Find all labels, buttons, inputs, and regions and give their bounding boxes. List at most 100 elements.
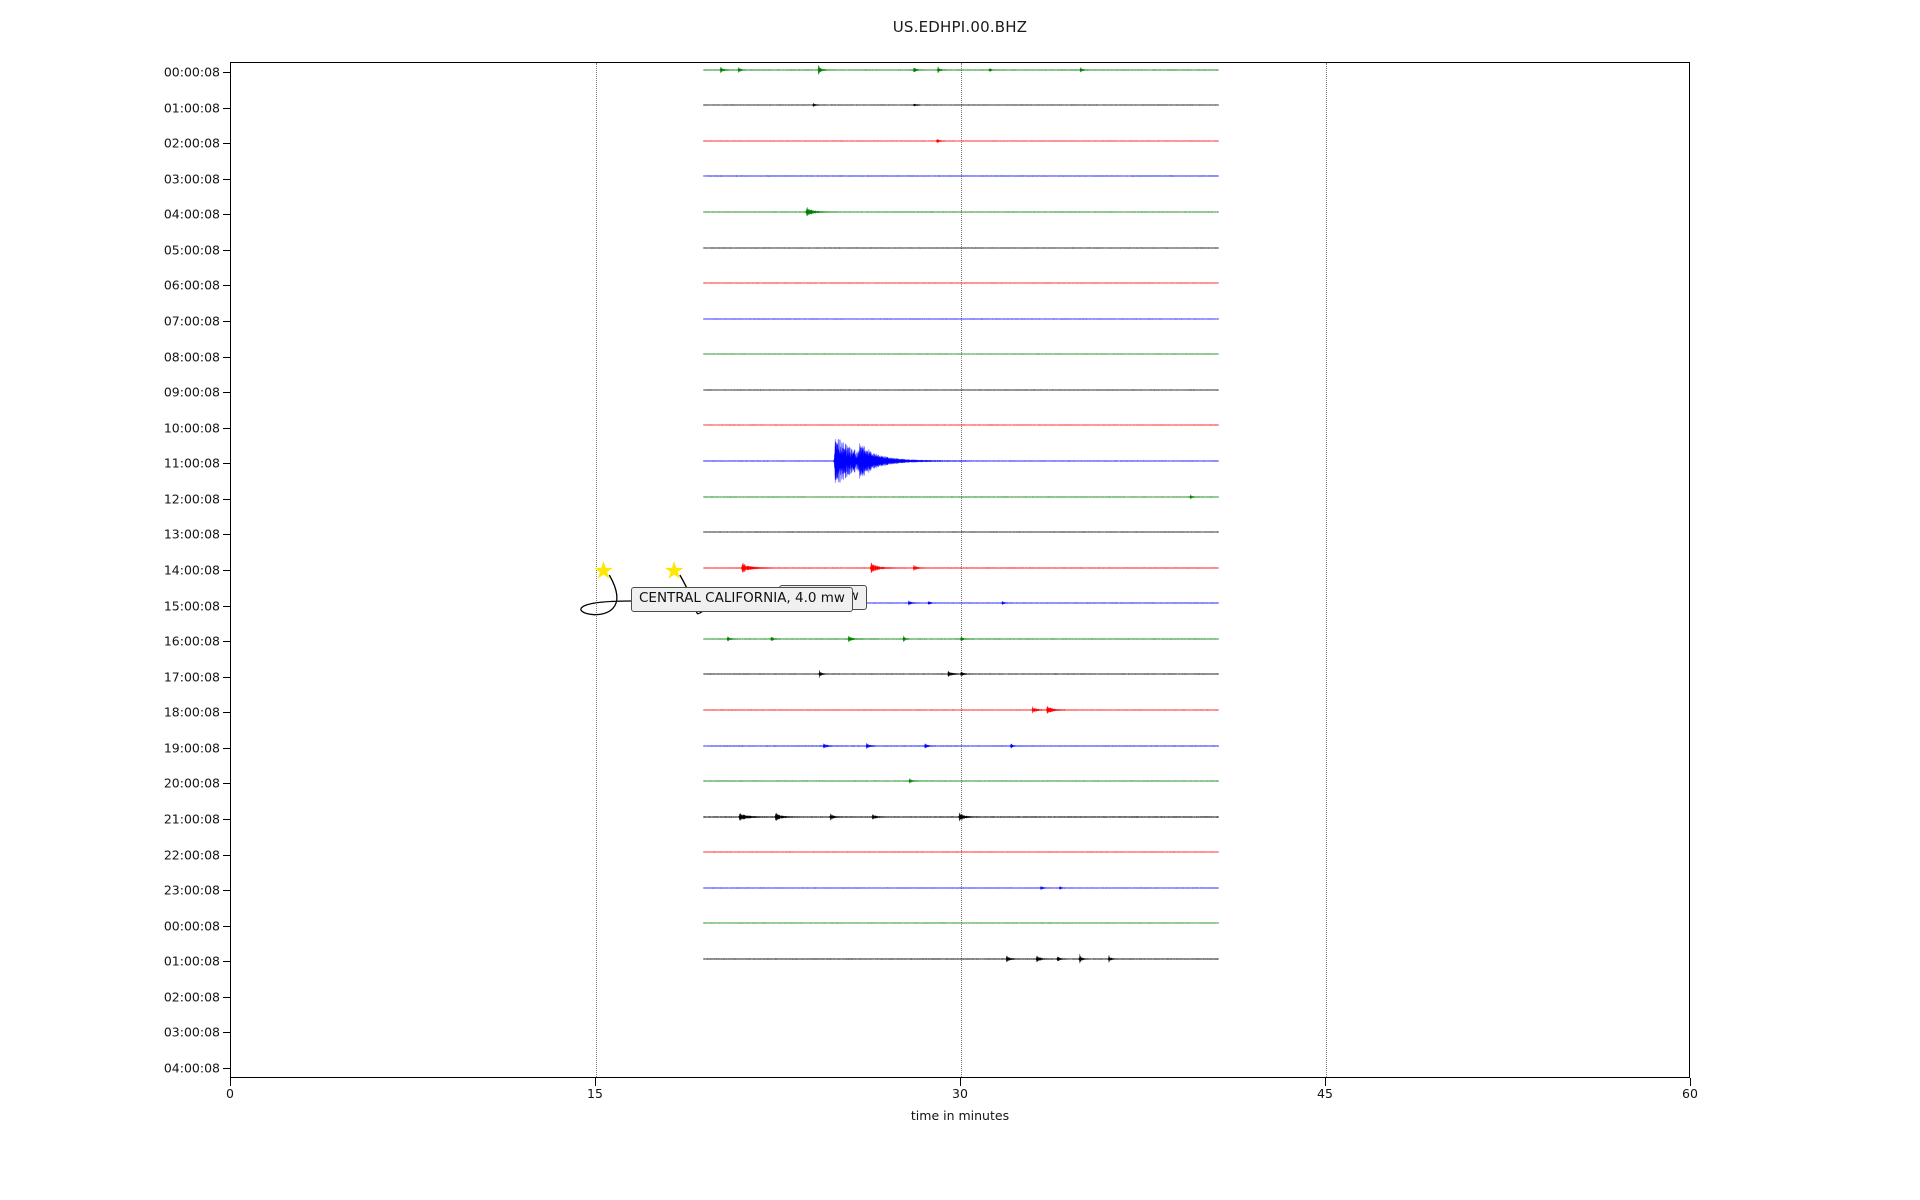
trace-row bbox=[231, 757, 1689, 1077]
y-axis-tick-mark bbox=[223, 676, 231, 678]
annotation-leader-line bbox=[580, 574, 632, 616]
y-axis-tick-label: 17:00:08 bbox=[163, 669, 220, 685]
y-axis-tick-label: 01:00:08 bbox=[163, 953, 220, 969]
y-axis-tick-label: 09:00:08 bbox=[163, 384, 220, 400]
trace-row bbox=[231, 63, 1689, 385]
x-axis-tick-mark bbox=[1325, 1078, 1326, 1086]
y-axis-tick-mark bbox=[223, 570, 231, 571]
y-axis-tick-mark bbox=[223, 463, 231, 465]
y-axis-tick-label: 02:00:08 bbox=[163, 135, 220, 151]
trace-row bbox=[231, 152, 1689, 492]
y-axis-tick-mark bbox=[223, 783, 231, 785]
y-axis-tick-mark bbox=[223, 285, 231, 287]
x-axis-tick-mark bbox=[960, 1078, 961, 1086]
y-axis-tick-label: 02:00:08 bbox=[163, 989, 220, 1005]
y-axis-tick-mark bbox=[223, 498, 231, 500]
trace-row bbox=[231, 365, 1689, 705]
y-axis-tick-mark bbox=[223, 143, 231, 145]
y-axis-tick-label: 20:00:08 bbox=[163, 775, 220, 791]
y-axis-tick-mark bbox=[223, 392, 231, 394]
y-axis-tick-mark bbox=[223, 854, 231, 856]
y-axis-tick-mark bbox=[223, 107, 231, 109]
y-axis-tick-label: 15:00:08 bbox=[163, 598, 220, 614]
x-axis-tick-label: 45 bbox=[1317, 1086, 1333, 1101]
x-axis-tick-label: 60 bbox=[1682, 1086, 1698, 1101]
y-axis-tick-label: 03:00:08 bbox=[163, 171, 220, 187]
y-axis-tick-label: 08:00:08 bbox=[163, 349, 220, 365]
y-axis-tick-label: 05:00:08 bbox=[163, 242, 220, 258]
trace-row bbox=[231, 437, 1689, 777]
y-axis-tick-mark bbox=[223, 712, 231, 714]
trace-row bbox=[231, 472, 1689, 812]
y-axis-tick-mark bbox=[223, 534, 231, 536]
x-axis-tick-label: 0 bbox=[226, 1086, 234, 1101]
y-axis-tick-label: 22:00:08 bbox=[163, 847, 220, 863]
y-axis-tick-label: 13:00:08 bbox=[163, 526, 220, 542]
trace-row bbox=[231, 508, 1689, 848]
plot-area: ★ ★ bbox=[231, 63, 1689, 1077]
y-axis-tick-label: 01:00:08 bbox=[163, 100, 220, 116]
y-axis-tick-label: 07:00:08 bbox=[163, 313, 220, 329]
y-axis-tick-mark bbox=[223, 321, 231, 322]
y-axis-tick-label: 19:00:08 bbox=[163, 740, 220, 756]
y-axis-tick-mark bbox=[223, 819, 231, 820]
y-axis-tick-mark bbox=[223, 1032, 231, 1034]
trace-row bbox=[231, 401, 1689, 741]
y-axis-tick-label: 23:00:08 bbox=[163, 882, 220, 898]
page-title: US.EDHPI.00.BHZ bbox=[892, 18, 1028, 36]
y-axis-tick-label: 12:00:08 bbox=[163, 491, 220, 507]
annotation-arrow-layer bbox=[580, 574, 780, 616]
y-axis-tick-mark bbox=[223, 605, 231, 607]
gridline-x-30 bbox=[961, 63, 962, 1077]
trace-row bbox=[231, 899, 1689, 1077]
y-axis-tick-mark bbox=[223, 72, 231, 73]
trace-row bbox=[231, 543, 1689, 883]
y-axis-tick-label: 18:00:08 bbox=[163, 704, 220, 720]
plot-axes: ★★ CENTRAL CALIFORNIA, 4.0 mwIA, 3.6 mw bbox=[230, 62, 1690, 1078]
trace-row bbox=[231, 650, 1689, 990]
y-axis-tick-label: 04:00:08 bbox=[163, 1060, 220, 1076]
trace-row bbox=[231, 116, 1689, 456]
y-axis-tick-mark bbox=[223, 178, 231, 180]
y-axis-tick-label: 14:00:08 bbox=[163, 562, 220, 578]
trace-row bbox=[231, 81, 1689, 421]
y-axis-tick-mark bbox=[223, 427, 231, 429]
y-axis-tick-mark bbox=[223, 356, 231, 358]
trace-row bbox=[231, 828, 1689, 1077]
trace-row bbox=[231, 188, 1689, 528]
y-axis-tick-label: 00:00:08 bbox=[163, 64, 220, 80]
x-axis-tick-mark bbox=[595, 1078, 596, 1086]
y-axis-tick-mark bbox=[223, 1068, 231, 1069]
y-axis-tick-label: 11:00:08 bbox=[163, 455, 220, 471]
y-axis-tick-mark bbox=[223, 641, 231, 643]
y-axis-tick-mark bbox=[223, 249, 231, 251]
y-axis-tick-mark bbox=[223, 890, 231, 892]
gridline-x-45 bbox=[1326, 63, 1327, 1077]
y-axis-tick-mark bbox=[223, 961, 231, 963]
y-axis-tick-mark bbox=[223, 214, 231, 216]
x-axis-tick-label: 15 bbox=[587, 1086, 603, 1101]
trace-row bbox=[231, 721, 1689, 1061]
event-star-marker: ★ bbox=[592, 556, 615, 585]
y-axis-tick-mark bbox=[223, 747, 231, 749]
trace-row bbox=[231, 63, 1689, 350]
trace-row bbox=[231, 863, 1689, 1077]
trace-row bbox=[231, 259, 1689, 599]
annotation-event-1[interactable]: CENTRAL CALIFORNIA, 4.0 mw bbox=[631, 587, 853, 612]
y-axis-tick-label: 16:00:08 bbox=[163, 633, 220, 649]
trace-row bbox=[231, 579, 1689, 919]
x-axis-label: time in minutes bbox=[910, 1108, 1010, 1123]
x-axis-tick-mark bbox=[1690, 1078, 1691, 1086]
gridline-x-15 bbox=[596, 63, 597, 1077]
y-axis-tick-label: 00:00:08 bbox=[163, 918, 220, 934]
trace-row bbox=[231, 294, 1689, 634]
x-axis-tick-label: 30 bbox=[952, 1086, 968, 1101]
trace-row bbox=[231, 792, 1689, 1077]
y-axis-tick-label: 10:00:08 bbox=[163, 420, 220, 436]
y-axis-tick-label: 06:00:08 bbox=[163, 277, 220, 293]
x-axis-tick-mark bbox=[230, 1078, 231, 1086]
y-axis-tick-label: 21:00:08 bbox=[163, 811, 220, 827]
y-axis-tick-mark bbox=[223, 996, 231, 998]
trace-row bbox=[231, 330, 1689, 670]
